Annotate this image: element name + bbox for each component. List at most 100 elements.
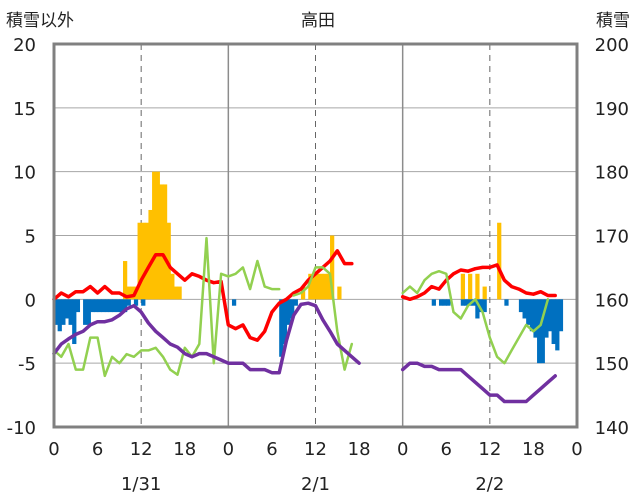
x-hour-tick-label: 6 bbox=[441, 439, 452, 460]
negative-bar bbox=[72, 299, 77, 345]
x-hour-tick-label: 6 bbox=[92, 439, 103, 460]
negative-bar bbox=[64, 299, 70, 319]
negative-bar bbox=[90, 299, 95, 313]
snowfall-bar bbox=[308, 273, 313, 300]
snowfall-bar bbox=[468, 273, 473, 300]
snowfall-bar bbox=[326, 273, 331, 300]
negative-bar bbox=[293, 299, 298, 306]
snow-depth-line bbox=[52, 301, 557, 404]
snowfall-bar bbox=[123, 261, 128, 300]
x-hour-tick-label: 12 bbox=[478, 439, 501, 460]
negative-bar bbox=[547, 299, 553, 332]
negative-bar bbox=[526, 299, 531, 325]
snowfall-bar bbox=[173, 286, 179, 300]
x-date-label: 1/31 bbox=[121, 474, 161, 495]
negative-bar bbox=[533, 299, 538, 338]
snowfall-bar bbox=[311, 273, 317, 300]
negative-bar bbox=[286, 299, 291, 325]
x-hour-tick-label: 6 bbox=[266, 439, 277, 460]
x-date-label: 2/1 bbox=[301, 474, 330, 495]
x-hour-tick-label: 18 bbox=[348, 439, 371, 460]
negative-bar bbox=[68, 299, 73, 325]
y-right-tick-label: 150 bbox=[595, 354, 629, 375]
snowfall-bar bbox=[162, 184, 168, 300]
snowfall-bar bbox=[319, 273, 324, 300]
negative-bar bbox=[438, 299, 444, 306]
x-hour-tick-label: 18 bbox=[173, 439, 196, 460]
negative-bar bbox=[431, 299, 436, 306]
snowfall-bar bbox=[137, 222, 142, 300]
snowfall-bar bbox=[330, 235, 335, 300]
y-right-tick-label: 190 bbox=[595, 99, 629, 120]
negative-bar bbox=[442, 299, 447, 306]
y-left-tick-label: -5 bbox=[18, 354, 36, 375]
negative-bar bbox=[522, 299, 527, 319]
negative-bar bbox=[551, 299, 556, 345]
y-right-tick-label: 180 bbox=[595, 163, 629, 184]
x-date-label: 2/2 bbox=[475, 474, 504, 495]
y-left-tick-label: 15 bbox=[13, 99, 36, 120]
y-left-tick-label: 10 bbox=[13, 163, 36, 184]
negative-bar bbox=[540, 299, 545, 364]
y-right-tick-label: 200 bbox=[595, 35, 629, 56]
bars bbox=[54, 171, 564, 364]
negative-bar bbox=[93, 299, 99, 313]
snowfall-bar bbox=[130, 286, 135, 300]
y-left-tick-label: 20 bbox=[13, 35, 36, 56]
negative-bar bbox=[86, 299, 91, 325]
negative-bar bbox=[279, 299, 284, 357]
negative-bar bbox=[97, 299, 102, 313]
negative-bar bbox=[119, 299, 124, 313]
y-right-tick-label: 140 bbox=[595, 418, 629, 439]
negative-bar bbox=[83, 299, 88, 325]
negative-bar bbox=[57, 299, 62, 332]
snowfall-bar bbox=[170, 273, 175, 300]
snowfall-bar bbox=[144, 222, 150, 300]
x-hour-tick-label: 0 bbox=[223, 439, 234, 460]
negative-bar bbox=[537, 299, 542, 364]
negative-bar bbox=[518, 299, 524, 313]
chart-title: 高田 bbox=[301, 11, 335, 31]
snowfall-bar bbox=[155, 171, 160, 300]
negative-bar bbox=[54, 299, 59, 325]
snowfall-bar bbox=[141, 222, 146, 300]
negative-bar bbox=[231, 299, 237, 306]
snowfall-bar bbox=[475, 273, 480, 300]
negative-bar bbox=[123, 299, 128, 313]
negative-bar bbox=[471, 299, 476, 306]
snowfall-bar bbox=[177, 286, 182, 300]
negative-bar bbox=[104, 299, 110, 313]
y-left-tick-label: 5 bbox=[25, 227, 36, 248]
negative-bar bbox=[126, 299, 131, 306]
snowfall-bar bbox=[159, 184, 164, 300]
right-axis-label: 積雪 bbox=[596, 11, 630, 31]
snowfall-bar bbox=[148, 209, 153, 300]
negative-bar bbox=[555, 299, 560, 351]
negative-bar bbox=[460, 299, 466, 306]
y-right-tick-label: 160 bbox=[595, 290, 629, 311]
snowfall-bar bbox=[337, 286, 342, 300]
negative-bar bbox=[133, 299, 139, 306]
snowfall-bar bbox=[126, 286, 131, 300]
x-hour-tick-label: 18 bbox=[522, 439, 545, 460]
x-hour-tick-label: 0 bbox=[397, 439, 408, 460]
negative-bar bbox=[282, 299, 288, 345]
lines bbox=[52, 236, 557, 404]
green-series-line bbox=[52, 236, 550, 378]
snowfall-bar bbox=[315, 273, 320, 300]
negative-bar bbox=[75, 299, 81, 313]
negative-bar bbox=[101, 299, 106, 313]
negative-bar bbox=[464, 299, 469, 306]
x-hour-tick-label: 12 bbox=[304, 439, 327, 460]
plot-frame bbox=[52, 42, 579, 429]
negative-bar bbox=[529, 299, 535, 332]
snowfall-bar bbox=[300, 286, 306, 300]
negative-bar bbox=[478, 299, 484, 313]
negative-bar bbox=[544, 299, 549, 338]
negative-bar bbox=[61, 299, 66, 325]
x-hour-tick-label: 0 bbox=[48, 439, 59, 460]
x-hour-tick-label: 0 bbox=[571, 439, 582, 460]
snowfall-bar bbox=[497, 222, 502, 300]
